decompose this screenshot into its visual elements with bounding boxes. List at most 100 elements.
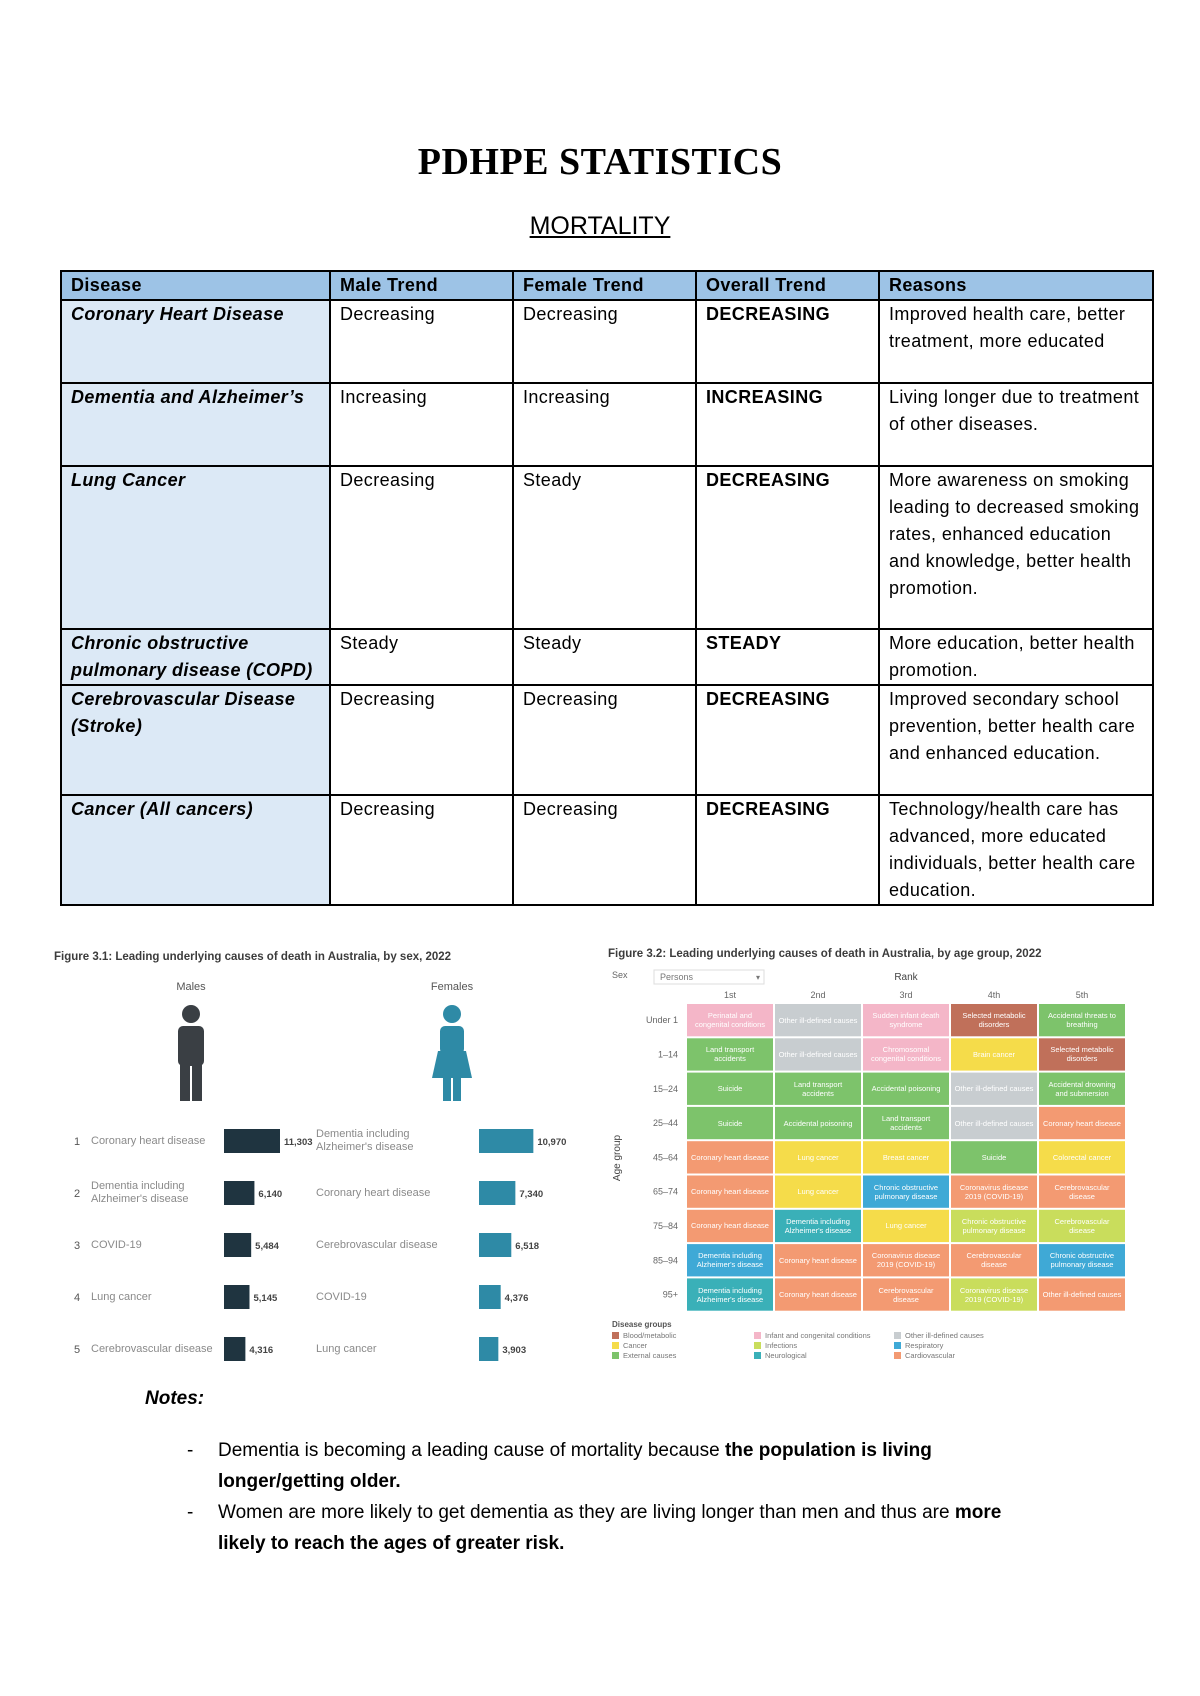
table-cell: INCREASING	[695, 382, 880, 467]
cell-label-box: Brain cancer	[973, 1050, 1015, 1059]
cell-label-box: Chromosomal congenital conditions	[871, 1045, 941, 1063]
cause-label: Lung cancer	[91, 1290, 152, 1303]
cell-label: Dementia including Alzheimer's disease	[696, 1251, 764, 1270]
table-cell: Coronary Heart Disease	[60, 299, 331, 384]
legend-swatch	[894, 1352, 901, 1359]
bar	[479, 1285, 501, 1309]
column-header: Male Trend	[329, 270, 514, 301]
heat-cell	[687, 1278, 773, 1311]
heat-cell	[775, 1278, 861, 1311]
bar	[224, 1181, 255, 1205]
note-item: - Women are more likely to get dementia a…	[187, 1497, 1017, 1559]
bar	[224, 1285, 250, 1309]
cause-label-box: Dementia including Alzheimer's disease	[91, 1180, 189, 1205]
rank-number: 5	[74, 1344, 80, 1356]
legend-swatch	[894, 1342, 901, 1349]
cell-label: Suicide	[717, 1118, 743, 1128]
cell-label-box: Cerebrovascular disease	[1054, 1217, 1109, 1235]
cell-label-box: Dementia including Alzheimer's disease	[785, 1217, 851, 1235]
cell-label-box: Cerebrovascular disease	[1054, 1182, 1110, 1201]
heat-cell	[687, 1209, 773, 1243]
bar	[479, 1181, 516, 1205]
cause-label-box: COVID-19	[316, 1291, 367, 1303]
note-text: Dementia is becoming a leading cause of …	[218, 1440, 725, 1461]
cell-label-box: Perinatal and congenital conditions	[695, 1011, 765, 1029]
cell-label-box: Dementia including Alzheimer's disease	[696, 1251, 764, 1270]
heat-cell	[1039, 1175, 1125, 1208]
cell-label: Accidental poisoning	[871, 1084, 941, 1094]
note-text: Women are more likely to get dementia as…	[218, 1502, 955, 1523]
heat-cell	[1039, 1038, 1125, 1071]
filter-label: Sex	[612, 970, 628, 980]
cell-label: Coronary heart disease	[779, 1290, 857, 1300]
filter-dropdown[interactable]	[653, 969, 765, 985]
table-cell: Steady	[512, 465, 697, 630]
cause-label-box: Cerebrovascular disease	[316, 1238, 438, 1251]
cell-label: Coronavirus disease 2019 (COVID-19)	[959, 1285, 1029, 1304]
cell-label-box: Land transport accidents	[705, 1045, 755, 1064]
legend-swatch	[612, 1332, 619, 1339]
rank-number: 1	[74, 1136, 80, 1148]
rank-label: Rank	[894, 972, 918, 983]
cause-label: Dementia including Alzheimer's disease	[91, 1180, 189, 1205]
male-icon	[178, 1005, 204, 1101]
value-label: 11,303	[284, 1137, 313, 1148]
table-cell: Decreasing	[329, 794, 514, 906]
figure-3-2: Figure 3.2: Leading underlying causes of…	[608, 948, 1125, 1360]
dropdown-arrow: ▾	[756, 973, 760, 982]
age-group-label: 1–14	[658, 1049, 678, 1059]
table-cell: Increasing	[512, 382, 697, 467]
figure-3-1: Figure 3.1: Leading underlying causes of…	[54, 951, 566, 1361]
bullet-dash: -	[187, 1440, 194, 1461]
cell-label: Cerebrovascular disease	[1054, 1182, 1110, 1201]
table-row: Chronic obstructive pulmonary disease (C…	[60, 628, 1154, 686]
cell-label: Lung cancer	[797, 1152, 839, 1162]
cell-label: Land transport accidents	[705, 1045, 755, 1064]
note-emphasis: more likely to reach the ages of greater…	[218, 1502, 1002, 1554]
cell-label: Selected metabolic disorders	[962, 1011, 1026, 1030]
value-label: 6,518	[515, 1241, 539, 1252]
heat-cell	[687, 1072, 773, 1105]
cell-label: Coronary heart disease	[1043, 1118, 1121, 1128]
heat-cell	[1039, 1278, 1125, 1311]
legend-swatch	[612, 1352, 619, 1359]
heat-cell	[687, 1004, 773, 1037]
cell-label-box: Accidental poisoning	[784, 1119, 853, 1128]
column-header: Female Trend	[512, 270, 697, 301]
cell-label: Accidental drowning and submersion	[1048, 1079, 1116, 1098]
header-row: Disease Male Trend Female Trend Overall Tre…	[60, 270, 1154, 301]
cause-label-box: Lung cancer	[91, 1290, 152, 1303]
heat-cell	[863, 1106, 949, 1140]
cell-label-box: Coronavirus disease 2019 (COVID-19)	[872, 1251, 940, 1269]
cell-label: Colorectal cancer	[1052, 1152, 1112, 1162]
age-group-label: 45–64	[653, 1152, 678, 1162]
heat-cell	[951, 1244, 1037, 1277]
value-label: 10,970	[537, 1137, 566, 1148]
cell-label: Land transport accidents	[793, 1079, 843, 1098]
table-cell: Decreasing	[512, 684, 697, 796]
cell-label-box: Other ill-defined causes	[779, 1050, 858, 1059]
age-group-label: Under 1	[646, 1015, 678, 1025]
cell-label-box: Coronary heart disease	[691, 1187, 769, 1196]
heat-cell	[863, 1244, 949, 1277]
age-group-label: 75–84	[653, 1221, 678, 1231]
cell-label-box: Selected metabolic disorders	[962, 1011, 1026, 1030]
table-cell: DECREASING	[695, 684, 880, 796]
filter-value[interactable]: Persons	[660, 972, 694, 982]
cause-label: Cerebrovascular disease	[316, 1238, 438, 1251]
cell-label: Dementia including Alzheimer's disease	[696, 1285, 764, 1304]
heat-cell	[775, 1175, 861, 1208]
heat-cell	[1039, 1106, 1125, 1140]
cell-label: Coronary heart disease	[779, 1255, 857, 1265]
age-group-label: 15–24	[653, 1084, 678, 1094]
legend-swatch	[612, 1342, 619, 1349]
cell-label: Other ill-defined causes	[1042, 1290, 1122, 1300]
heat-cell	[863, 1072, 949, 1105]
cell-label: Cerebrovascular disease	[966, 1251, 1022, 1270]
table-cell: Decreasing	[329, 465, 514, 630]
value-label: 4,376	[505, 1293, 529, 1304]
cell-label-box: Accidental poisoning	[871, 1084, 941, 1094]
cell-label-box: Coronary heart disease	[779, 1290, 857, 1300]
cell-label-box: Accidental threats to breathing	[1048, 1011, 1116, 1029]
